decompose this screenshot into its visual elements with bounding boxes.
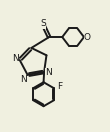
Text: N: N [12, 54, 19, 63]
Text: N: N [45, 68, 52, 77]
Text: S: S [40, 19, 46, 28]
Text: N: N [20, 75, 27, 84]
Text: O: O [84, 33, 91, 42]
Text: F: F [57, 82, 62, 91]
